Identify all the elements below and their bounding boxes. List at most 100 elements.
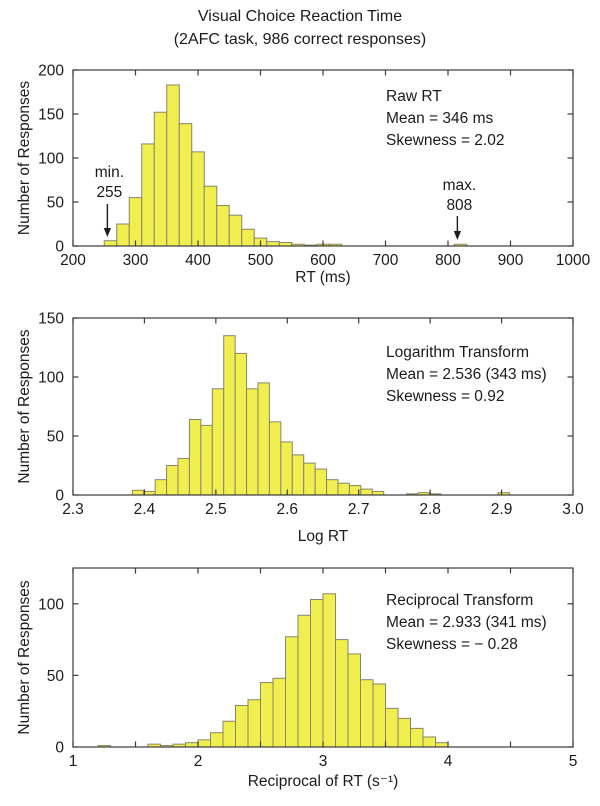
x-tick-label: 3 bbox=[319, 753, 328, 770]
histogram-bar bbox=[260, 682, 274, 748]
histogram-bar bbox=[200, 424, 213, 496]
histogram-bar bbox=[297, 614, 311, 748]
histogram-bar bbox=[337, 482, 350, 496]
y-tick-label: 0 bbox=[55, 488, 64, 505]
x-tick-label: 800 bbox=[435, 252, 461, 269]
stats-line: Skewness = 0.92 bbox=[386, 388, 504, 405]
x-tick-label: 4 bbox=[444, 753, 453, 770]
histogram-bar bbox=[347, 653, 361, 748]
histogram-bar bbox=[360, 488, 373, 496]
x-tick-label: 2.6 bbox=[277, 501, 299, 518]
histogram-bar bbox=[268, 421, 282, 496]
x-tick-label: 2.7 bbox=[348, 501, 370, 518]
x-tick-label: 5 bbox=[569, 753, 578, 770]
axes-frame bbox=[72, 317, 574, 496]
marker-label: 255 bbox=[96, 184, 122, 201]
y-tick-label: 50 bbox=[47, 429, 65, 446]
stats-line: Logarithm Transform bbox=[386, 344, 529, 361]
histogram-bar bbox=[197, 739, 211, 748]
histogram-bar bbox=[303, 462, 316, 496]
histogram-bar bbox=[372, 683, 386, 748]
stats-line: Reciprocal Transform bbox=[386, 592, 533, 609]
histogram-bar bbox=[285, 636, 299, 748]
x-axis-label: RT (ms) bbox=[295, 269, 350, 286]
histogram-bar bbox=[153, 111, 168, 247]
histogram-bar bbox=[177, 457, 190, 496]
histogram-bar bbox=[191, 151, 205, 247]
figure-title-line2: (2AFC task, 986 correct responses) bbox=[173, 31, 427, 48]
histogram-bar bbox=[326, 479, 339, 496]
y-tick-label: 200 bbox=[38, 63, 64, 80]
histogram-bar bbox=[397, 717, 411, 748]
figure-title: Visual Choice Reaction Time (2AFC task, … bbox=[0, 5, 600, 51]
y-tick-label: 150 bbox=[38, 107, 64, 124]
x-tick-label: 500 bbox=[248, 252, 274, 269]
histogram-bar bbox=[216, 205, 230, 247]
x-tick-label: 2.8 bbox=[419, 501, 441, 518]
y-axis-label: Number of Responses bbox=[16, 329, 33, 483]
histogram-bar bbox=[272, 677, 286, 748]
x-tick-label: 2 bbox=[194, 753, 203, 770]
stats-line: Mean = 346 ms bbox=[386, 110, 494, 127]
histogram-bar bbox=[211, 388, 225, 496]
marker-arrow-head bbox=[103, 228, 111, 237]
y-tick-label: 50 bbox=[47, 668, 65, 685]
histogram-bar bbox=[185, 742, 199, 748]
x-tick-label: 2.9 bbox=[491, 501, 513, 518]
histogram-bar bbox=[141, 143, 155, 247]
histogram-bar bbox=[241, 228, 255, 247]
figure-title-line1: Visual Choice Reaction Time bbox=[197, 8, 403, 25]
x-axis-label: Reciprocal of RT (s⁻¹) bbox=[248, 773, 399, 790]
histogram-bar bbox=[435, 742, 449, 748]
x-tick-label: 1 bbox=[69, 753, 78, 770]
histogram-bar bbox=[247, 699, 261, 748]
stats-line: Skewness = − 0.28 bbox=[386, 636, 518, 653]
marker-label: max. bbox=[443, 177, 477, 194]
y-tick-label: 0 bbox=[55, 239, 64, 256]
stats-line: Raw RT bbox=[386, 88, 442, 105]
x-tick-label: 2.5 bbox=[205, 501, 227, 518]
stats-line: Skewness = 2.02 bbox=[386, 132, 504, 149]
histogram-bar bbox=[291, 454, 305, 496]
histogram-bar bbox=[223, 335, 236, 496]
x-tick-label: 200 bbox=[60, 252, 86, 269]
histogram-bar bbox=[257, 382, 270, 496]
stats-line: Mean = 2.536 (343 ms) bbox=[386, 366, 547, 383]
histogram-bar bbox=[314, 468, 328, 496]
histogram-bar bbox=[335, 639, 349, 748]
x-tick-label: 2.3 bbox=[62, 501, 84, 518]
raw-rt-histogram: 200 300 400 500 600 700 800 900 1000 0 50 100 150 200… bbox=[16, 63, 591, 287]
x-tick-label: 300 bbox=[123, 252, 149, 269]
y-axis-label: Number of Responses bbox=[16, 580, 33, 734]
y-axis-label: Number of Responses bbox=[16, 81, 33, 235]
histogram-bar bbox=[360, 679, 374, 748]
histogram-bar bbox=[422, 736, 436, 748]
y-tick-label: 100 bbox=[38, 151, 64, 168]
histogram-bar bbox=[103, 240, 118, 247]
histogram-bar bbox=[235, 704, 249, 748]
histogram-bar bbox=[310, 599, 324, 748]
x-tick-label: 700 bbox=[373, 252, 399, 269]
histogram-bar bbox=[322, 593, 336, 748]
histogram-bar bbox=[166, 84, 180, 247]
histogram-bar bbox=[266, 241, 280, 247]
histogram-bar bbox=[203, 185, 218, 247]
histogram-bar bbox=[116, 223, 130, 247]
histogram-bar bbox=[410, 727, 424, 748]
marker-arrow-head bbox=[453, 231, 461, 240]
y-tick-label: 100 bbox=[38, 370, 64, 387]
histogram-bar bbox=[280, 441, 293, 496]
y-tick-label: 150 bbox=[38, 311, 64, 328]
x-tick-label: 900 bbox=[498, 252, 524, 269]
marker-label: min. bbox=[95, 164, 124, 181]
marker-label: 808 bbox=[446, 197, 472, 214]
histogram-bar bbox=[246, 388, 259, 496]
y-tick-label: 100 bbox=[38, 596, 64, 613]
histogram-bar bbox=[154, 479, 168, 496]
histogram-bar bbox=[210, 732, 224, 748]
stats-line: Mean = 2.933 (341 ms) bbox=[386, 614, 547, 631]
histogram-bar bbox=[222, 720, 236, 748]
